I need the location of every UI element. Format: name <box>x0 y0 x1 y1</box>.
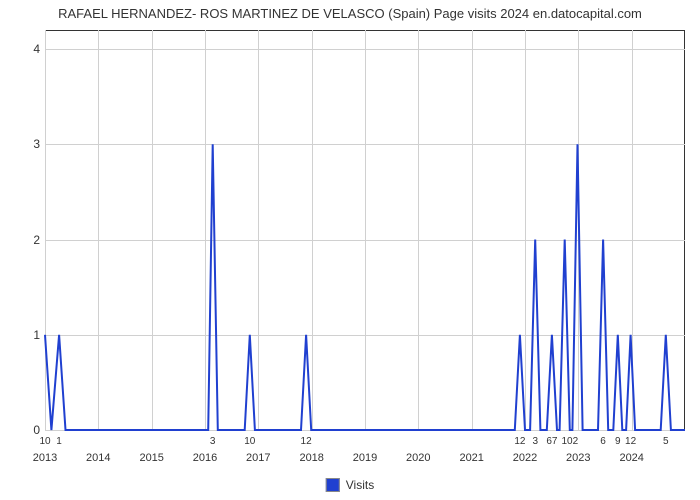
x-point-label: 12 <box>625 436 636 447</box>
chart-title: RAFAEL HERNANDEZ- ROS MARTINEZ DE VELASC… <box>58 6 642 21</box>
chart-line-layer <box>45 30 685 430</box>
x-point-label: 1 <box>56 436 62 447</box>
y-tick-label: 4 <box>25 42 40 56</box>
x-point-label: 12 <box>514 436 525 447</box>
legend-label: Visits <box>346 478 374 492</box>
x-year-label: 2018 <box>299 452 323 464</box>
legend: Visits <box>326 478 374 492</box>
y-tick-label: 1 <box>25 328 40 342</box>
y-tick-label: 0 <box>25 423 40 437</box>
x-point-label: 6 <box>600 436 606 447</box>
x-year-label: 2017 <box>246 452 270 464</box>
x-point-label: 102 <box>561 436 578 447</box>
x-point-label: 9 <box>615 436 621 447</box>
x-year-label: 2015 <box>139 452 163 464</box>
x-point-label: 5 <box>663 436 669 447</box>
legend-swatch <box>326 478 340 492</box>
x-year-label: 2020 <box>406 452 430 464</box>
x-point-label: 3 <box>532 436 538 447</box>
y-tick-label: 3 <box>25 137 40 151</box>
x-year-label: 2014 <box>86 452 110 464</box>
x-point-label: 12 <box>301 436 312 447</box>
x-point-label: 67 <box>546 436 557 447</box>
x-year-label: 2023 <box>566 452 590 464</box>
x-point-label: 10 <box>39 436 50 447</box>
y-tick-label: 2 <box>25 233 40 247</box>
x-year-label: 2019 <box>353 452 377 464</box>
x-year-label: 2013 <box>33 452 57 464</box>
x-point-label: 3 <box>210 436 216 447</box>
x-year-label: 2016 <box>193 452 217 464</box>
x-point-label: 10 <box>244 436 255 447</box>
visits-line <box>45 144 685 430</box>
x-year-label: 2021 <box>459 452 483 464</box>
x-year-label: 2024 <box>619 452 643 464</box>
x-year-label: 2022 <box>513 452 537 464</box>
